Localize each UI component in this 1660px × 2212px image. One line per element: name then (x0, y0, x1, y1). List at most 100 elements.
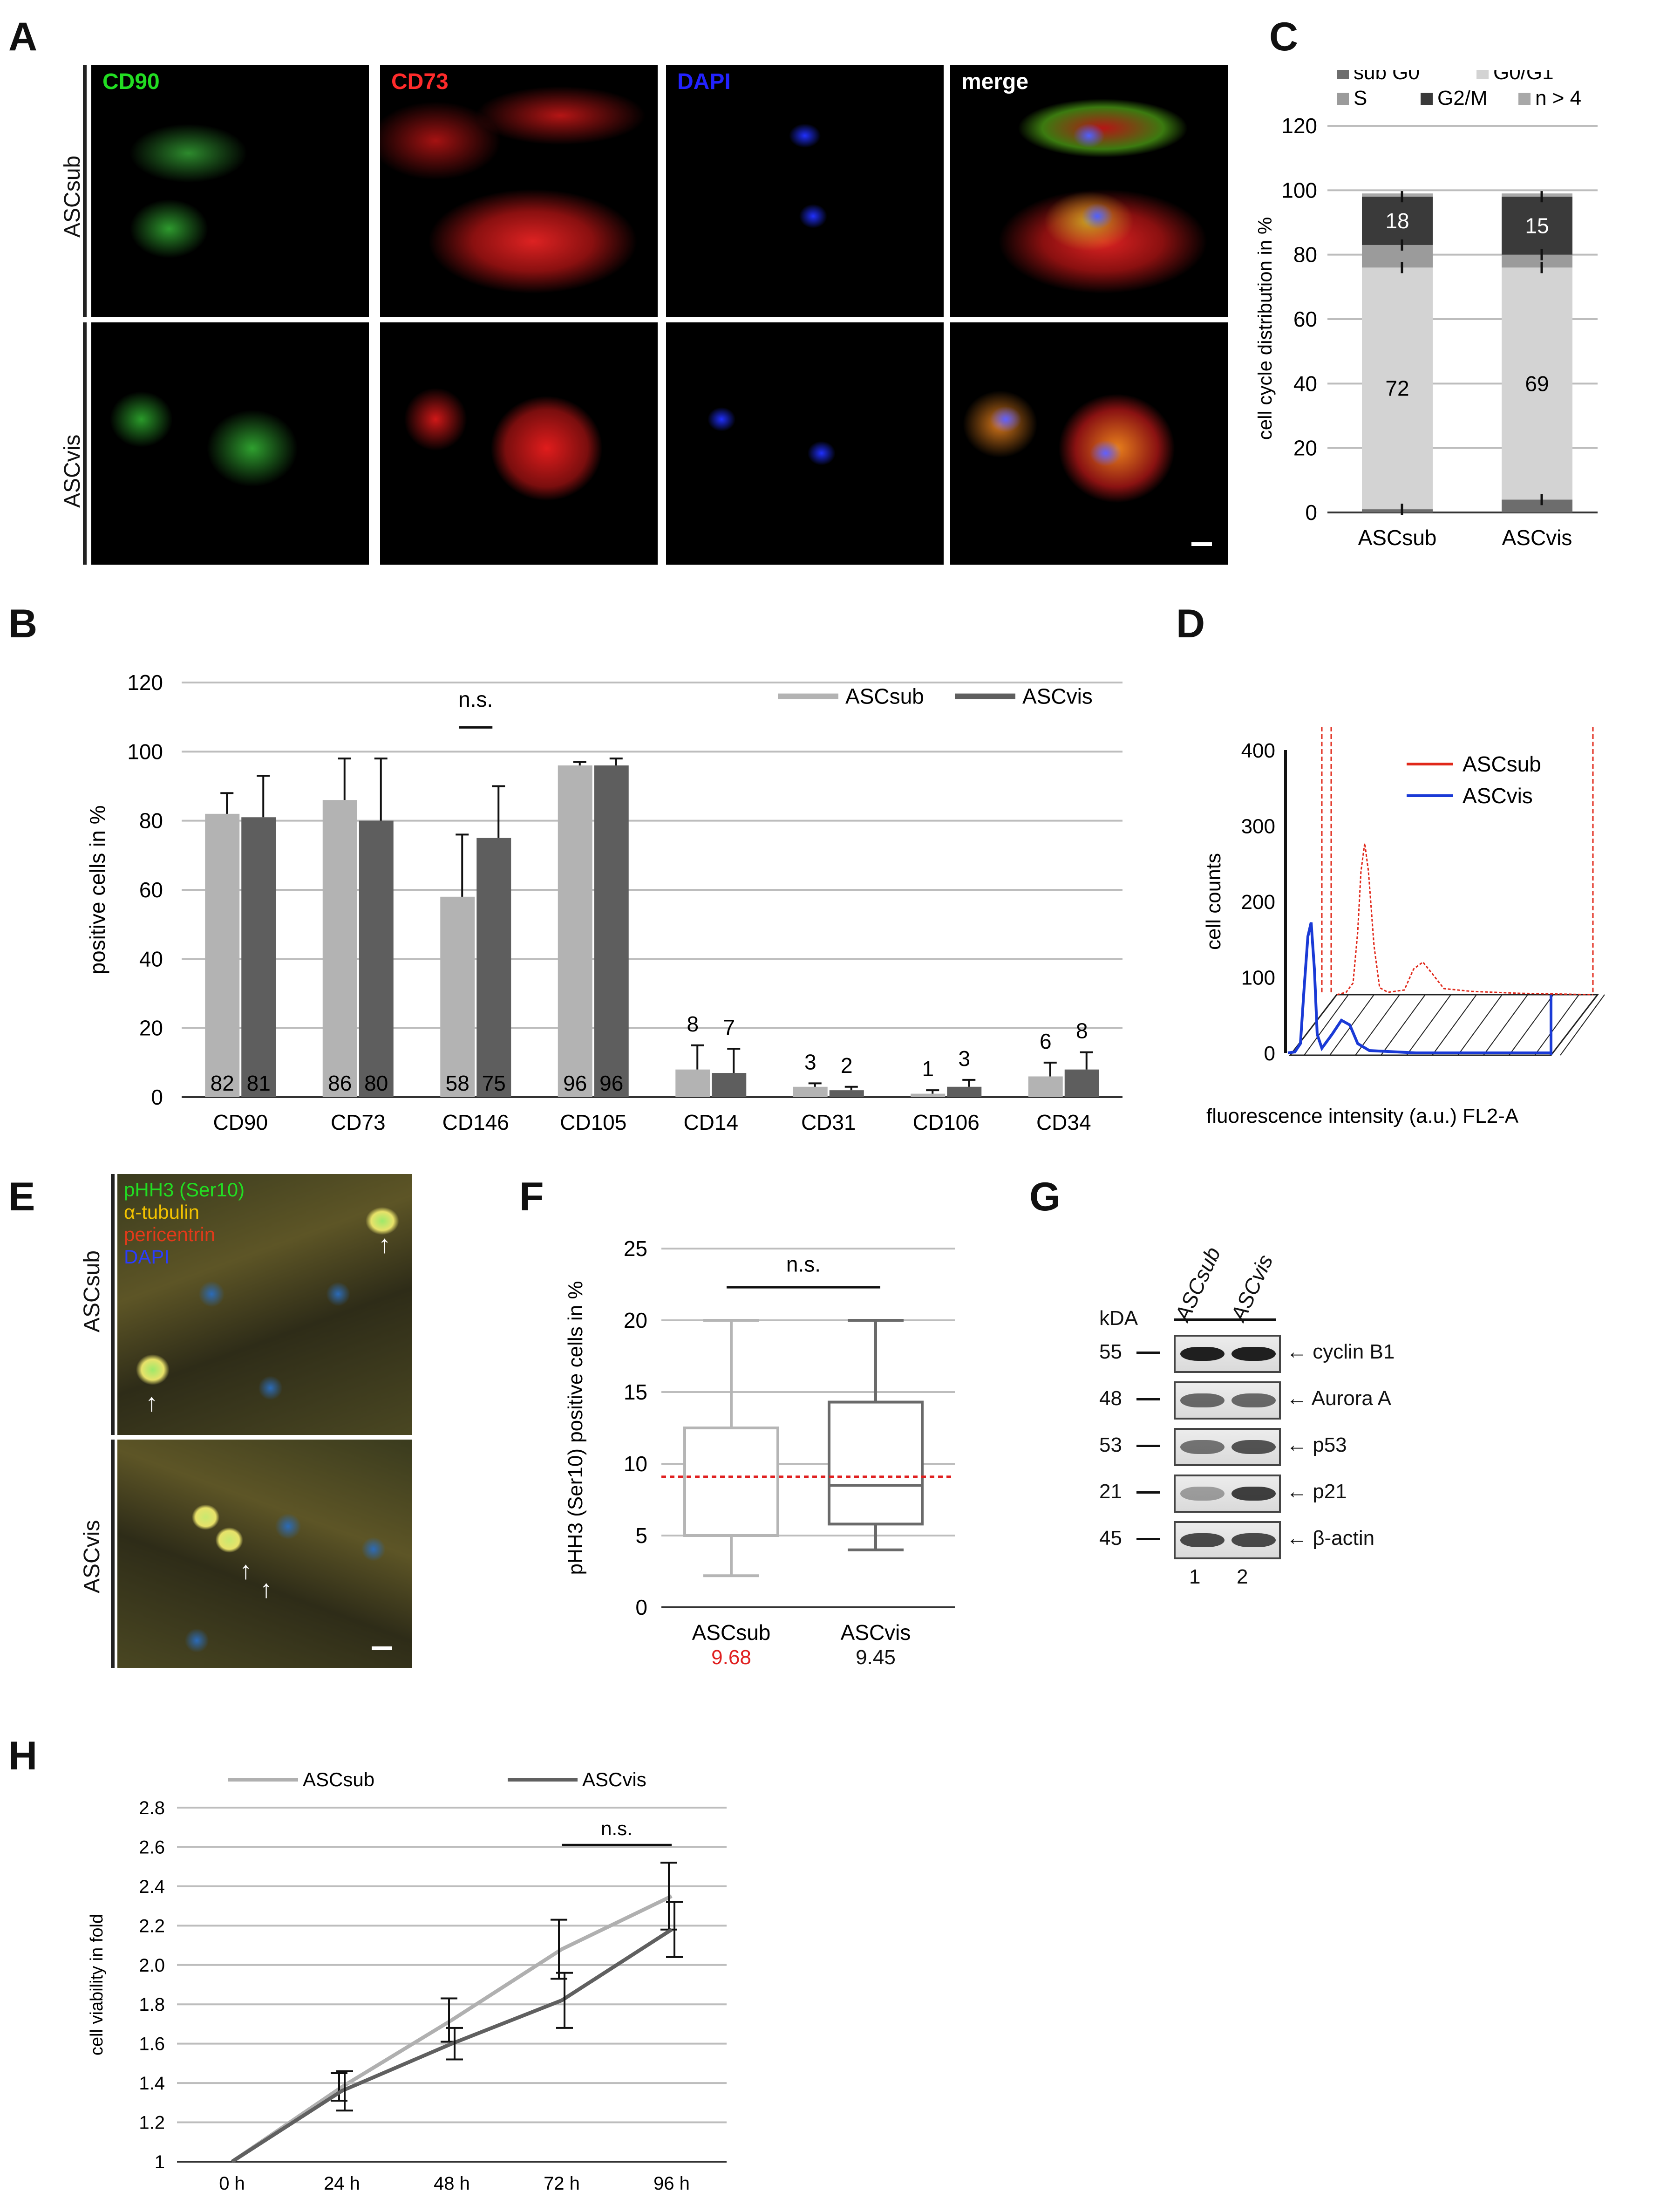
legend-swatch (1518, 93, 1531, 105)
legend-dapi: DAPI (124, 1246, 170, 1268)
blot-strip (1174, 1521, 1281, 1559)
micrograph-ascsub-dapi: DAPI (666, 65, 944, 317)
bar-ascvis (1064, 1069, 1099, 1097)
hatch-line (1406, 994, 1451, 1056)
legend-swatch (1337, 70, 1349, 79)
lane-header-line (1174, 1318, 1276, 1321)
lane-label: ASCvis (1225, 1250, 1278, 1325)
stack-segment-n-4 (1362, 193, 1433, 197)
micrograph-mitosis-ascsub: pHH3 (Ser10) α-tubulin pericentrin DAPI … (117, 1174, 412, 1435)
bar-ascsub (205, 813, 240, 1097)
legend-label: S (1354, 87, 1367, 109)
bar-ascsub (675, 1069, 710, 1097)
blot-band (1180, 1440, 1225, 1454)
y-tick-label: 100 (1281, 178, 1317, 202)
kda-marker: 55 (1099, 1340, 1122, 1363)
value-label: 6 (1040, 1029, 1052, 1053)
panel-label-a: A (8, 14, 38, 59)
arrow-icon: ↑ (260, 1575, 272, 1603)
arrow-icon: ↑ (378, 1230, 391, 1258)
legend-swatch (1337, 93, 1349, 105)
y-tick-label: 1 (155, 2152, 165, 2172)
marker-tick (1136, 1491, 1160, 1494)
line-ascvis (231, 1928, 673, 2164)
stack-segment-g2-m (1502, 197, 1572, 255)
stack-segment-sub-g0 (1362, 509, 1433, 512)
bar-ascvis (594, 765, 629, 1097)
value-label: 58 (446, 1071, 469, 1095)
value-label: 86 (328, 1071, 352, 1095)
stack-segment-n-4 (1502, 193, 1572, 197)
y-axis-label: pHH3 (Ser10) positive cells in % (564, 1281, 587, 1575)
bar-ascsub (1028, 1076, 1063, 1097)
x-axis-label: fluorescence intensity (a.u.) FL2-A (1206, 1105, 1519, 1127)
legend-label: ASCsub (845, 684, 924, 709)
arrow-icon: ↑ (145, 1389, 158, 1417)
value-label: 2 (841, 1053, 853, 1078)
y-axis-label: cell counts (1202, 853, 1225, 950)
y-tick-label: 60 (1293, 307, 1317, 331)
kda-header: kDA (1099, 1307, 1138, 1330)
y-tick-label: 120 (127, 670, 163, 695)
panel-label-g: G (1029, 1174, 1061, 1219)
histogram-trace-ascsub (1336, 843, 1593, 996)
legend-label: ASCvis (1463, 784, 1533, 808)
channel-label: DAPI (677, 69, 731, 94)
value-label: 75 (482, 1071, 506, 1095)
legend-label: sub G0 (1354, 70, 1420, 84)
y-tick-label: 1.4 (139, 2073, 165, 2094)
y-tick-label: 100 (1241, 967, 1275, 990)
blot-band (1180, 1393, 1225, 1407)
y-tick-label: 80 (1293, 243, 1317, 267)
scale-bar (372, 1646, 392, 1650)
x-tick-label: 24 h (324, 2173, 360, 2194)
micrograph-ascvis-dapi (666, 322, 944, 565)
protein-label: ← p21 (1286, 1480, 1347, 1503)
hatch-line (1457, 994, 1503, 1056)
blot-band (1180, 1347, 1225, 1361)
x-tick-label: ASCvis (1502, 526, 1572, 550)
row-bracket-e-ascsub (111, 1174, 115, 1435)
value-label: 8 (687, 1012, 699, 1036)
value-label: 80 (364, 1071, 388, 1095)
y-tick-label: 60 (139, 878, 163, 902)
channel-label: CD73 (391, 69, 449, 94)
y-tick-label: 25 (624, 1236, 647, 1261)
protein-label: ← p53 (1286, 1434, 1347, 1456)
segment-label: 69 (1525, 371, 1549, 396)
scale-bar (1191, 542, 1212, 546)
stack-segment-g2-m (1362, 197, 1433, 245)
marker-tick (1136, 1538, 1160, 1540)
y-tick-label: 400 (1241, 739, 1275, 762)
protein-label: ← β-actin (1286, 1527, 1375, 1550)
blot-strip (1174, 1428, 1281, 1466)
row-bracket-ascvis (83, 322, 87, 565)
micrograph-ascsub-cd73: CD73 (380, 65, 658, 317)
bar-ascvis (947, 1086, 982, 1097)
hatch-line (1329, 994, 1374, 1056)
histogram-floor (1288, 994, 1599, 1056)
row-label-e-ascvis: ASCvis (80, 1520, 104, 1593)
micrograph-ascvis-cd73 (380, 322, 658, 565)
blot-band (1180, 1487, 1225, 1501)
x-tick-label: CD90 (213, 1110, 268, 1134)
bar-ascsub (793, 1086, 828, 1097)
row-bracket-e-ascvis (111, 1440, 115, 1668)
mean-label: 9.68 (711, 1646, 751, 1669)
y-tick-label: 120 (1281, 114, 1317, 138)
y-axis-label: positive cells in % (85, 805, 109, 974)
hatch-line (1432, 994, 1477, 1056)
panel-label-b: B (8, 601, 38, 646)
y-tick-label: 2.8 (139, 1798, 165, 1818)
y-tick-label: 1.2 (139, 2113, 165, 2133)
x-tick-label: ASCsub (1358, 526, 1437, 550)
y-tick-label: 20 (1293, 436, 1317, 460)
hatch-line (1381, 994, 1426, 1056)
row-label-ascvis: ASCvis (60, 434, 85, 508)
y-tick-label: 100 (127, 739, 163, 764)
x-tick-label: 72 h (544, 2173, 580, 2194)
bar-ascsub (322, 800, 357, 1097)
row-bracket-ascsub (83, 65, 87, 317)
legend-label: ASCsub (1463, 752, 1541, 776)
micrograph-ascvis-merge (950, 322, 1228, 565)
